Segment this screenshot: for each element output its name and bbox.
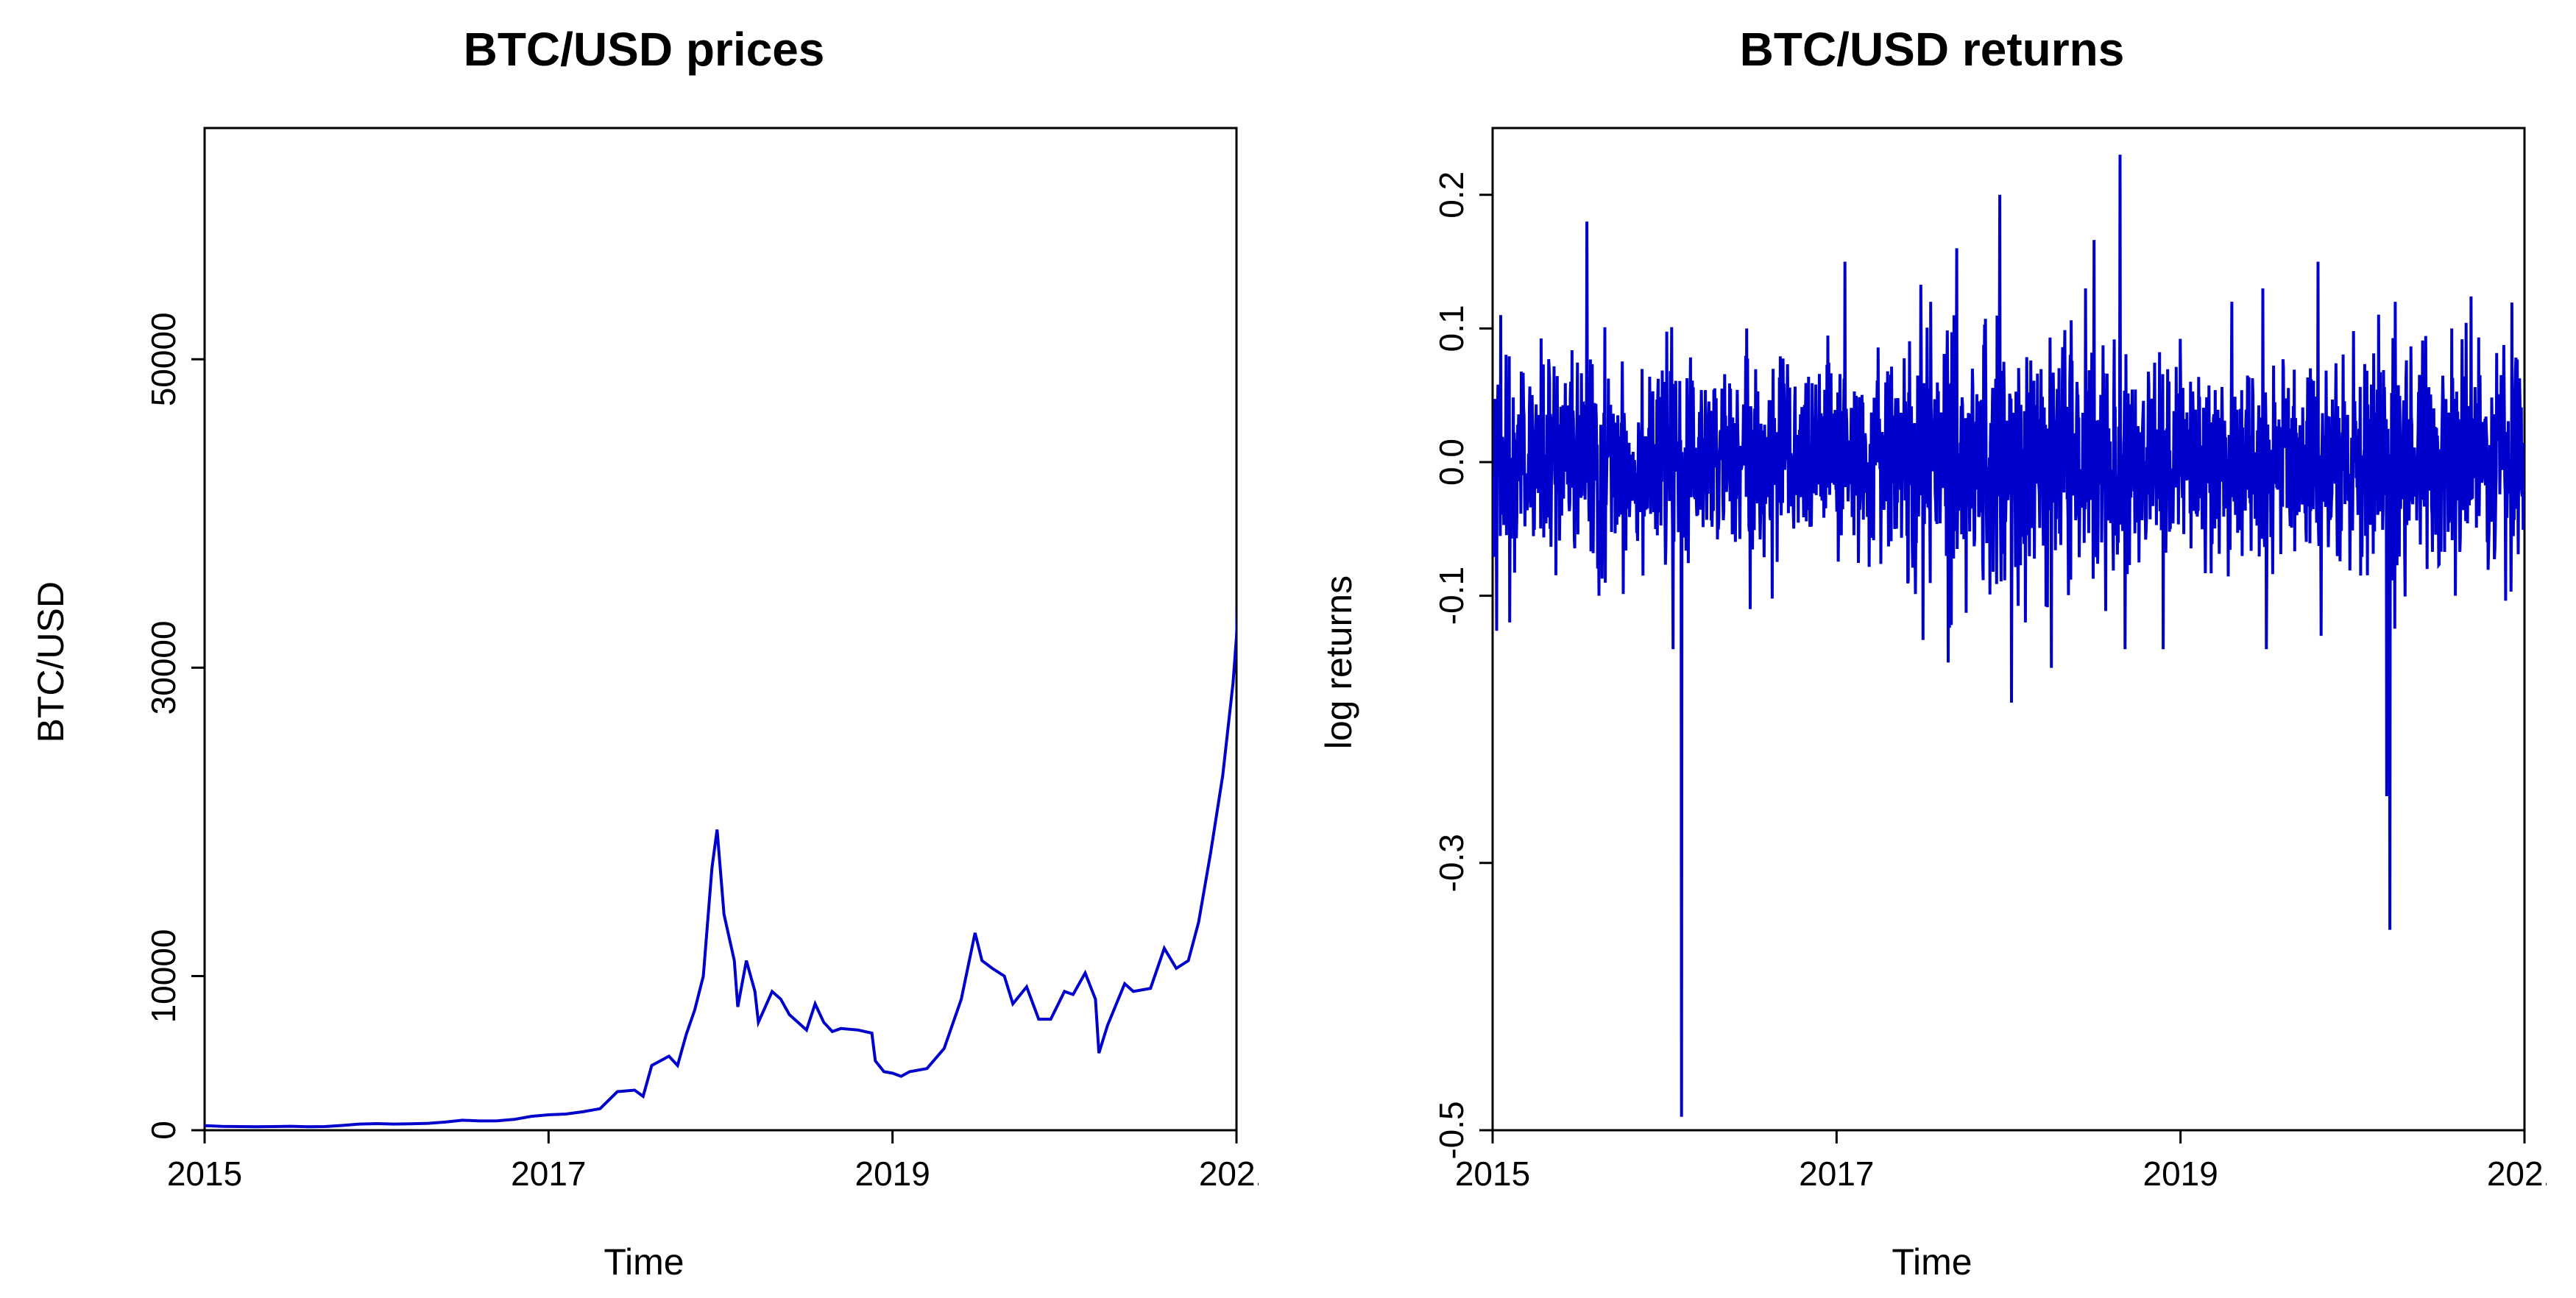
data-series: [1493, 155, 2524, 1117]
right-chart-svg: 2015 2017 2019 2021 -0.5 -0.3 -0.1 0.0 0.1 0.2: [1375, 106, 2547, 1219]
x-tick-label: 2021: [2487, 1155, 2547, 1193]
chart-container: BTC/USD prices BTC/USD 2015 2017 2019 2021 0…: [0, 0, 2576, 1298]
right-xlabel: Time: [1892, 1241, 1972, 1283]
right-title: BTC/USD returns: [1740, 22, 2125, 77]
y-tick-label: 0.2: [1432, 171, 1471, 219]
x-tick-label: 2019: [854, 1155, 930, 1193]
data-series: [205, 151, 1259, 1127]
left-xlabel: Time: [604, 1241, 684, 1283]
x-tick-label: 2019: [2142, 1155, 2218, 1193]
y-tick-label: -0.3: [1432, 834, 1471, 892]
left-ylabel: BTC/USD: [29, 581, 72, 742]
right-panel: BTC/USD returns log returns 2015 2017 2019…: [1288, 0, 2576, 1298]
left-plot-box: 2015 2017 2019 2021 0 10000 30000 50000: [87, 106, 1259, 1219]
left-panel: BTC/USD prices BTC/USD 2015 2017 2019 2021 0…: [0, 0, 1288, 1298]
plot-frame: [1493, 128, 2524, 1130]
y-tick-label: 0: [144, 1121, 183, 1140]
y-tick-label: -0.5: [1432, 1101, 1471, 1159]
y-tick-label: -0.1: [1432, 567, 1471, 625]
right-ylabel: log returns: [1317, 575, 1360, 749]
right-plot-row: log returns 2015 2017 2019 2021 -0.5 -0.3 -0.1…: [1317, 106, 2547, 1219]
right-plot-box: 2015 2017 2019 2021 -0.5 -0.3 -0.1 0.0 0.1 0.2: [1375, 106, 2547, 1219]
x-tick-label: 2017: [1799, 1155, 1874, 1193]
x-tick-label: 2017: [511, 1155, 586, 1193]
y-tick-label: 10000: [144, 929, 183, 1024]
x-tick-label: 2015: [1455, 1155, 1530, 1193]
left-title: BTC/USD prices: [464, 22, 825, 77]
left-chart-svg: 2015 2017 2019 2021 0 10000 30000 50000: [87, 106, 1259, 1219]
y-tick-label: 0.0: [1432, 439, 1471, 486]
left-plot-row: BTC/USD 2015 2017 2019 2021 0 10000 30000 50000: [29, 106, 1259, 1219]
x-tick-label: 2021: [1199, 1155, 1259, 1193]
x-tick-label: 2015: [167, 1155, 242, 1193]
y-tick-label: 0.1: [1432, 305, 1471, 352]
y-tick-label: 30000: [144, 620, 183, 714]
y-tick-label: 50000: [144, 312, 183, 406]
